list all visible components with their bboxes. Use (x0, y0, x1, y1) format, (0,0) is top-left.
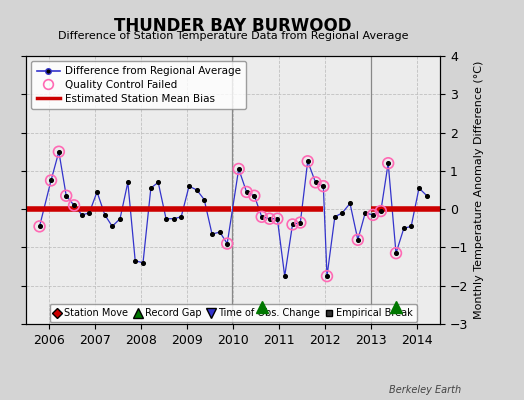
Point (216, 229, 224, 235)
Point (93, 189, 101, 195)
Legend: Station Move, Record Gap, Time of Obs. Change, Empirical Break: Station Move, Record Gap, Time of Obs. C… (50, 304, 417, 322)
Point (319, 183, 328, 189)
Point (162, 216, 170, 222)
Point (323, 273, 331, 279)
Point (319, 183, 328, 189)
Point (361, 210, 369, 216)
Point (415, 185, 423, 191)
Point (346, 200, 354, 206)
Point (273, 216, 281, 222)
Point (311, 179, 320, 186)
Point (131, 258, 139, 264)
Point (354, 236, 362, 243)
Point (62, 192, 70, 199)
Point (288, 221, 297, 228)
Point (235, 166, 243, 172)
Point (177, 214, 185, 220)
Point (384, 160, 392, 166)
Point (392, 250, 400, 256)
Point (265, 216, 274, 222)
Point (70, 202, 78, 208)
Point (288, 221, 297, 228)
Point (223, 240, 232, 247)
Title: THUNDER BAY BURWOOD: THUNDER BAY BURWOOD (114, 17, 352, 35)
Point (139, 260, 147, 266)
Point (47, 177, 55, 184)
Text: Berkeley Earth: Berkeley Earth (389, 385, 461, 395)
Point (242, 189, 250, 195)
Point (235, 166, 243, 172)
Point (35, 223, 43, 230)
Point (369, 212, 377, 218)
Point (377, 208, 385, 214)
Point (35, 223, 43, 230)
Point (170, 216, 178, 222)
Point (101, 212, 109, 218)
Point (303, 158, 312, 164)
Point (193, 187, 201, 193)
Point (273, 216, 281, 222)
Point (124, 179, 132, 186)
Point (423, 192, 431, 199)
Point (185, 183, 193, 189)
Point (338, 210, 346, 216)
Point (54, 148, 63, 155)
Point (200, 196, 209, 203)
Point (303, 158, 312, 164)
Point (296, 219, 304, 226)
Point (257, 214, 266, 220)
Point (400, 225, 408, 232)
Point (208, 231, 216, 237)
Point (250, 192, 258, 199)
Point (154, 179, 162, 186)
Point (311, 179, 320, 186)
Point (223, 240, 232, 247)
Point (369, 212, 377, 218)
Point (250, 192, 258, 199)
Point (47, 177, 55, 184)
Y-axis label: Monthly Temperature Anomaly Difference (°C): Monthly Temperature Anomaly Difference (… (474, 61, 484, 319)
Point (54, 148, 63, 155)
Point (70, 202, 78, 208)
Point (392, 250, 400, 256)
Point (280, 273, 289, 279)
Point (78, 212, 86, 218)
Point (242, 189, 250, 195)
Point (257, 214, 266, 220)
Point (407, 223, 416, 230)
Point (331, 214, 339, 220)
Point (265, 216, 274, 222)
Point (62, 192, 70, 199)
Point (108, 223, 116, 230)
Point (323, 273, 331, 279)
Point (354, 236, 362, 243)
Point (296, 219, 304, 226)
Point (377, 208, 385, 214)
Text: Difference of Station Temperature Data from Regional Average: Difference of Station Temperature Data f… (58, 31, 408, 41)
Point (116, 216, 124, 222)
Point (384, 160, 392, 166)
Point (147, 185, 155, 191)
Point (85, 210, 93, 216)
